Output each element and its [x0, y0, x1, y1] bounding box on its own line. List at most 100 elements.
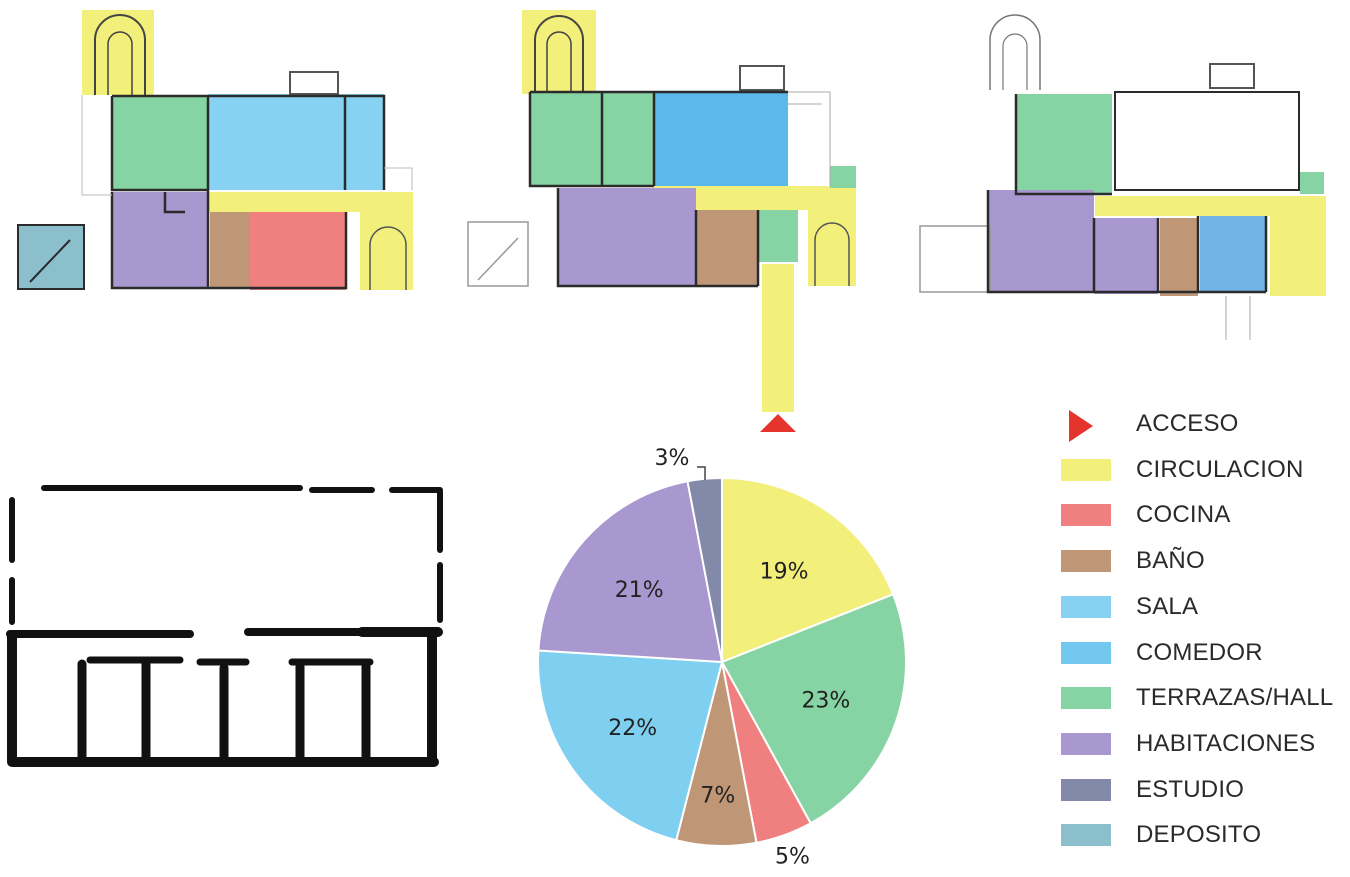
pie-label-22: 22%	[608, 716, 657, 741]
plan1-bedroom	[113, 192, 208, 288]
plan2-outline-diagonal	[477, 237, 519, 281]
pie-slice-23	[720, 592, 907, 825]
legend-swatch-deposito	[1061, 824, 1111, 847]
legend-swatch-circulacion	[1061, 458, 1111, 481]
legend-swatch-cocina	[1061, 504, 1111, 527]
legend-item-bano: BAÑO	[1056, 541, 1346, 581]
legend-swatch-bano	[1061, 550, 1111, 573]
legend-swatch-habitaciones	[1061, 732, 1111, 755]
pie-label-21: 21%	[615, 578, 664, 603]
sketch-columns	[77, 659, 371, 763]
plan3-stair-outline	[989, 14, 1041, 90]
plan2-stair-inner	[546, 31, 572, 94]
plan2-terrace-small	[830, 166, 856, 188]
plan1-stair-outline	[94, 14, 146, 95]
plan1-kitchen	[250, 212, 346, 290]
plan2-hall	[758, 210, 798, 262]
legend-label-habitaciones: HABITACIONES	[1136, 729, 1316, 757]
floor-plan-3	[919, 14, 1326, 340]
plan2-thin-lines	[788, 91, 831, 186]
plan1-walls	[110, 94, 386, 290]
plan3-bedroom-2	[1094, 218, 1158, 294]
section-sketch	[6, 485, 443, 767]
legend-label-acceso: ACCESO	[1136, 410, 1239, 437]
pie-chart	[536, 476, 907, 847]
pie-chart-labels: 19% 23% 5% 7% 22% 21% 3%	[608, 446, 850, 870]
legend-swatch-estudio	[1061, 778, 1111, 801]
plan1-deposito	[17, 224, 85, 290]
plan2-stair-curve	[814, 222, 850, 286]
floor-plan-1	[17, 10, 413, 290]
legend-item-sala: SALA	[1056, 587, 1346, 627]
sketch-lower-walls	[7, 629, 437, 765]
plan2-sala	[654, 92, 788, 186]
plan2-terrace	[530, 92, 654, 186]
plan1-sala	[208, 94, 384, 190]
legend-item-acceso: ACCESO	[1056, 404, 1346, 444]
legend-label-comedor: COMEDOR	[1136, 638, 1263, 666]
legend-item-estudio: ESTUDIO	[1056, 770, 1346, 810]
plan2-bath	[696, 210, 758, 286]
plan1-stair-hall	[360, 192, 413, 290]
legend-item-circulacion: CIRCULACION	[1056, 450, 1346, 490]
pie-label-7: 7%	[700, 783, 735, 808]
legend-label-circulacion: CIRCULACION	[1136, 455, 1304, 483]
legend-label-terrazas-hall: TERRAZAS/HALL	[1136, 684, 1334, 712]
plan2-stair-zone	[522, 10, 596, 94]
legend-item-habitaciones: HABITACIONES	[1056, 724, 1346, 764]
plan3-stair-inner	[1002, 33, 1028, 90]
pie-slice-21	[537, 480, 724, 664]
acceso-marker-icon	[1069, 410, 1093, 442]
plan1-stair-inner	[107, 31, 133, 95]
plan2-bedroom	[558, 188, 696, 286]
plan3-bedroom-1	[988, 190, 1094, 292]
sketch-floor-slab	[6, 628, 366, 638]
plan2-chimney	[739, 65, 785, 91]
plan2-walls	[528, 90, 788, 288]
sketch-roof-line	[41, 485, 443, 493]
legend-swatch-comedor	[1061, 641, 1111, 664]
plan3-terrace	[1016, 94, 1112, 194]
plan1-deposito-diagonal	[29, 239, 71, 283]
plan3-stair-hall	[1270, 196, 1326, 296]
plan3-corridor	[1095, 196, 1325, 216]
plan3-bath	[1160, 218, 1198, 296]
plan2-acceso-marker	[760, 414, 796, 432]
plan3-outline-box	[919, 225, 991, 293]
pie-leader-line-3pct	[697, 466, 706, 480]
legend-label-estudio: ESTUDIO	[1136, 775, 1245, 803]
legend-label-cocina: COCINA	[1136, 501, 1231, 529]
sketch-beams	[86, 656, 374, 666]
pie-label-23: 23%	[801, 688, 850, 713]
plan1-stair-curve	[369, 226, 407, 290]
plan3-study	[1200, 216, 1266, 292]
plan3-walls	[986, 94, 1268, 294]
legend-swatch-terrazas-hall	[1061, 687, 1111, 710]
plan3-thin-lines	[1225, 296, 1251, 340]
plan1-bath	[210, 212, 250, 288]
plan3-open-room	[1114, 91, 1300, 191]
legend-label-bano: BAÑO	[1136, 547, 1205, 575]
legend-swatch-sala	[1061, 595, 1111, 618]
pie-label-5: 5%	[775, 845, 810, 870]
plan1-chimney	[289, 71, 339, 95]
plan2-outline-box	[467, 221, 529, 287]
plan1-stair-zone	[82, 10, 154, 95]
plan3-chimney	[1209, 63, 1255, 89]
floor-plan-2	[467, 10, 856, 432]
legend-item-comedor: COMEDOR	[1056, 633, 1346, 673]
plan2-stair-outline	[534, 15, 584, 94]
pie-slice-22	[536, 649, 724, 842]
pie-slice-19	[721, 476, 895, 664]
pie-label-3: 3%	[655, 446, 690, 471]
legend-label-sala: SALA	[1136, 592, 1199, 620]
pie-label-19: 19%	[760, 560, 809, 585]
plan1-terrace	[112, 96, 208, 190]
legend-item-deposito: DEPOSITO	[1056, 815, 1346, 855]
legend-item-terrazas-hall: TERRAZAS/HALL	[1056, 678, 1346, 718]
plan1-thin-lines	[81, 95, 413, 196]
plan2-access-path	[762, 264, 794, 412]
legend-item-cocina: COCINA	[1056, 495, 1346, 535]
plan3-terrace-small	[1300, 172, 1324, 194]
